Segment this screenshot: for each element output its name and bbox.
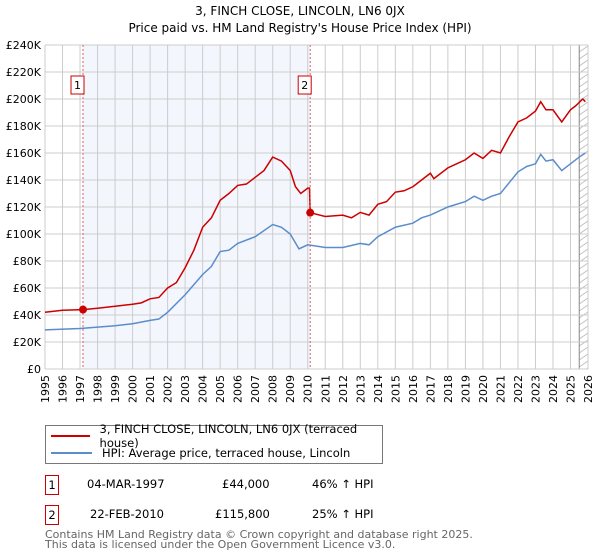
footer: Contains HM Land Registry data © Crown c…	[45, 528, 473, 551]
x-tick-label: 2015	[389, 375, 402, 403]
x-tick-label: 1995	[39, 375, 52, 403]
y-tick-label: £40K	[13, 309, 42, 322]
x-tick-label: 1997	[74, 375, 87, 403]
y-tick-label: £80K	[13, 255, 42, 268]
property-price-line	[44, 97, 586, 314]
sale-row: 2 22-FEB-2010 £115,800 25% ↑ HPI	[45, 505, 405, 525]
y-tick-label: £220K	[6, 66, 42, 79]
legend-swatch-blue	[51, 452, 92, 454]
sale-label-box	[70, 75, 85, 95]
sale-marker-label: 2	[45, 505, 59, 525]
x-tick-label: 2010	[302, 375, 315, 403]
sale-label: 2	[301, 79, 308, 92]
y-tick-label: £100K	[6, 228, 42, 241]
y-tick-label: £120K	[6, 201, 42, 214]
sale-date: 22-FEB-2010	[90, 507, 164, 521]
legend-item-property: 3, FINCH CLOSE, LINCOLN, LN6 0JX (terrac…	[51, 422, 382, 450]
sale-marker-label: 1	[45, 475, 59, 495]
y-tick-label: £180K	[6, 120, 42, 133]
x-tick-label: 2005	[214, 375, 227, 403]
x-tick-label: 2024	[547, 375, 560, 403]
x-tick-label: 2022	[512, 375, 525, 403]
sale-label-box	[297, 75, 312, 95]
x-tick-label: 2006	[232, 375, 245, 403]
x-tick-label: 2011	[319, 375, 332, 403]
x-tick-label: 2019	[459, 375, 472, 403]
x-tick-label: 2000	[127, 375, 140, 403]
legend-label: 3, FINCH CLOSE, LINCOLN, LN6 0JX (terrac…	[99, 422, 358, 450]
y-tick-label: £60K	[13, 282, 42, 295]
legend-swatch-red	[51, 435, 90, 437]
x-tick-label: 2003	[179, 375, 192, 403]
x-tick-label: 2008	[267, 375, 280, 403]
chart-subtitle: Price paid vs. HM Land Registry's House …	[128, 21, 471, 35]
y-tick-label: £240K	[6, 39, 42, 52]
sale-hpi: 25% ↑ HPI	[312, 507, 374, 521]
price-chart: 3, FINCH CLOSE, LINCOLN, LN6 0JX Price p…	[6, 4, 595, 403]
x-tick-label: 2020	[477, 375, 490, 403]
footer-line: This data is licensed under the Open Gov…	[45, 538, 396, 551]
y-tick-label: £160K	[6, 147, 42, 160]
legend-item-hpi: HPI: Average price, terraced house, Linc…	[51, 445, 350, 461]
x-tick-label: 2002	[162, 375, 175, 403]
x-tick-label: 2017	[424, 375, 437, 403]
x-tick-label: 2013	[354, 375, 367, 403]
x-tick-label: 2026	[582, 375, 595, 403]
sale-point	[306, 208, 315, 217]
x-tick-label: 2009	[284, 375, 297, 403]
legend: 3, FINCH CLOSE, LINCOLN, LN6 0JX (terrac…	[45, 422, 383, 464]
sale-row: 1 04-MAR-1997 £44,000 46% ↑ HPI	[45, 475, 405, 495]
legend-label: HPI: Average price, terraced house, Linc…	[102, 446, 351, 460]
x-tick-label: 2004	[197, 375, 210, 403]
y-tick-label: £200K	[6, 93, 42, 106]
x-tick-label: 1999	[109, 375, 122, 403]
hpi-line	[44, 152, 586, 331]
x-tick-label: 1998	[92, 375, 105, 403]
x-tick-label: 2001	[144, 375, 157, 403]
chart-title: 3, FINCH CLOSE, LINCOLN, LN6 0JX	[195, 4, 405, 18]
x-tick-label: 2014	[372, 375, 385, 403]
x-tick-label: 2018	[442, 375, 455, 403]
sale-point	[79, 305, 88, 314]
future-hatch	[579, 45, 589, 369]
sale-date: 04-MAR-1997	[87, 477, 165, 491]
x-tick-label: 2012	[337, 375, 350, 403]
y-tick-label: £20K	[13, 336, 42, 349]
footer-line: Contains HM Land Registry data © Crown c…	[45, 528, 473, 541]
x-tick-label: 2016	[407, 375, 420, 403]
y-tick-label: £0	[27, 363, 41, 376]
x-tick-label: 2021	[494, 375, 507, 403]
sale-hpi: 46% ↑ HPI	[312, 477, 374, 491]
x-tick-label: 2025	[564, 375, 577, 403]
sale-price: £44,000	[222, 477, 270, 491]
x-tick-label: 2023	[529, 375, 542, 403]
sale-label: 1	[74, 79, 81, 92]
x-tick-label: 2007	[249, 375, 262, 403]
x-tick-label: 1996	[57, 375, 70, 403]
y-tick-label: £140K	[6, 174, 42, 187]
sale-price: £115,800	[215, 507, 270, 521]
